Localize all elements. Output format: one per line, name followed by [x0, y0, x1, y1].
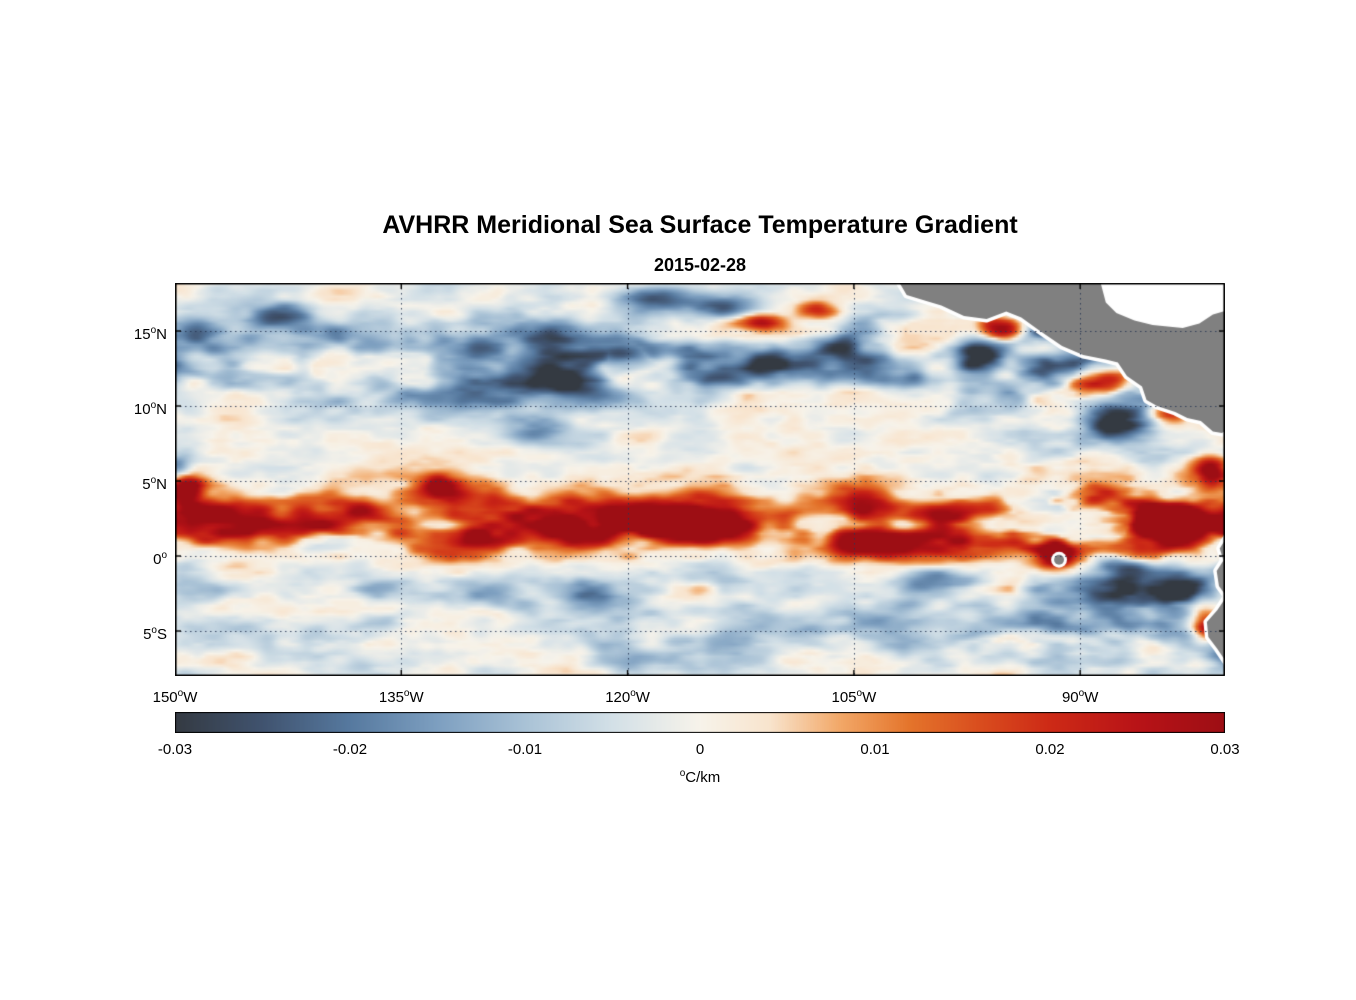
x-tick-label: 105oW [831, 688, 877, 706]
x-tick-label: 120oW [605, 688, 650, 706]
colorbar-tick-label: 0.01 [860, 741, 890, 758]
colorbar-tick-label: 0 [695, 741, 705, 758]
colorbar-tick-label: -0.02 [332, 741, 368, 758]
colorbar-unit-label: oC/km [679, 768, 721, 786]
y-tick-label: 10oN [133, 400, 167, 418]
colorbar-tick-label: 0.02 [1035, 741, 1065, 758]
colorbar-tick-label: -0.01 [507, 741, 543, 758]
y-tick-label: 0o [153, 550, 167, 568]
colorbar [175, 712, 1225, 733]
y-tick-label: 15oN [133, 325, 167, 343]
chart-title: AVHRR Meridional Sea Surface Temperature… [382, 211, 1018, 239]
colorbar-tick-label: 0.03 [1210, 741, 1240, 758]
x-tick-label: 90oW [1061, 688, 1099, 706]
chart-subtitle: 2015-02-28 [653, 255, 747, 275]
y-tick-label: 5oN [142, 475, 167, 493]
x-tick-label: 150oW [152, 688, 198, 706]
sst-gradient-heatmap [175, 283, 1225, 676]
colorbar-tick-label: -0.03 [157, 741, 193, 758]
y-tick-label: 5oS [143, 625, 167, 643]
x-tick-label: 135oW [378, 688, 424, 706]
